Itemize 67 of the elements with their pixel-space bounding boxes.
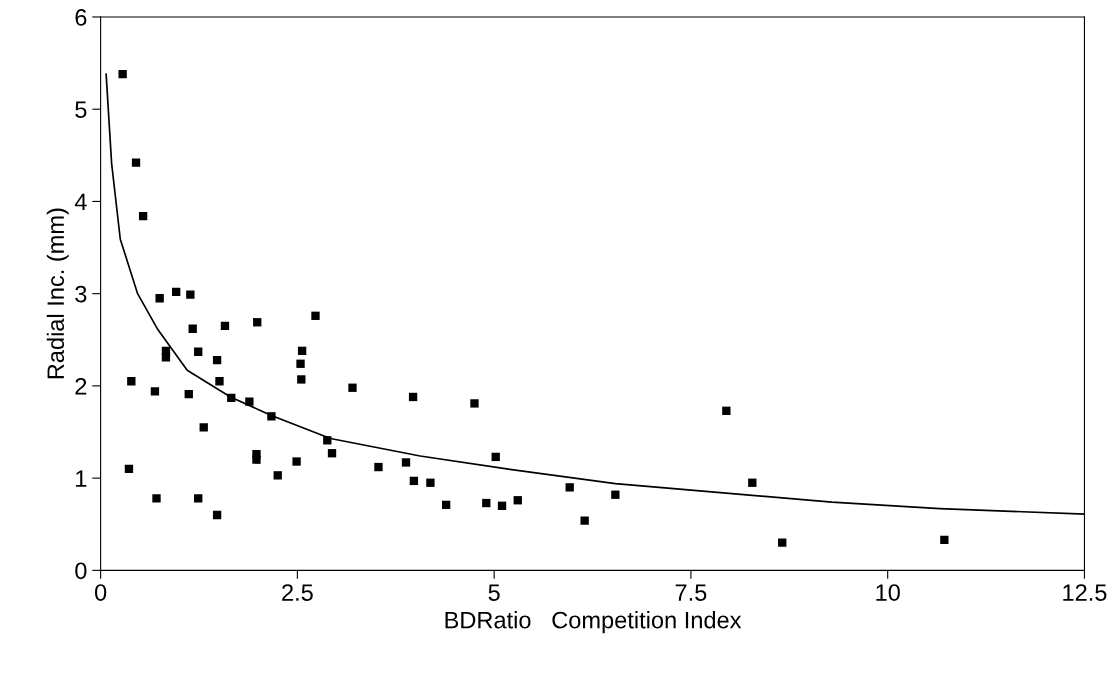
point — [348, 383, 357, 392]
point — [327, 449, 337, 458]
point — [124, 464, 134, 474]
x-axis-title: BDRatio Competition Index — [445, 611, 742, 634]
y-tick-label: 2 — [75, 377, 87, 395]
point — [722, 406, 731, 415]
point — [611, 490, 620, 499]
y-tick-label: 1 — [76, 470, 87, 487]
point — [940, 535, 949, 545]
x-tick-label: 5 — [488, 584, 500, 601]
point — [212, 510, 222, 520]
point — [497, 501, 507, 510]
point — [215, 377, 224, 386]
point — [426, 478, 435, 487]
point — [188, 324, 197, 333]
y-tick-label: 4 — [74, 193, 87, 210]
point — [470, 399, 479, 408]
point — [138, 212, 148, 221]
y-tick-label: 6 — [75, 9, 87, 26]
y-tick-label: 0 — [75, 562, 87, 580]
point — [409, 476, 419, 486]
point — [441, 500, 451, 510]
y-tick-label: 5 — [75, 101, 87, 118]
point — [184, 390, 193, 399]
point — [748, 478, 757, 487]
point — [172, 287, 181, 296]
point — [199, 423, 208, 432]
y-axis-title: Radial Inc. (mm) — [46, 208, 69, 379]
point — [491, 452, 500, 462]
point — [296, 359, 305, 368]
point — [152, 494, 161, 503]
x-tick-label: 10 — [876, 584, 900, 601]
point — [297, 346, 307, 356]
point — [311, 311, 320, 320]
point — [161, 353, 171, 362]
point — [408, 392, 418, 402]
point — [194, 494, 203, 503]
point — [150, 387, 160, 396]
point — [273, 471, 282, 480]
point — [267, 412, 276, 421]
point — [323, 436, 332, 445]
point — [580, 516, 589, 525]
x-tick-label: 7.5 — [675, 584, 707, 601]
point — [245, 397, 254, 406]
point — [565, 483, 574, 492]
point — [194, 347, 203, 356]
point — [118, 69, 127, 79]
point — [778, 538, 787, 547]
point — [131, 158, 141, 167]
x-tick-label: 2.5 — [282, 584, 313, 601]
point — [186, 290, 195, 299]
point — [374, 462, 383, 472]
point — [513, 496, 522, 505]
point — [297, 375, 306, 384]
point — [212, 355, 222, 365]
point — [253, 318, 262, 327]
point — [227, 393, 236, 403]
point — [252, 455, 261, 464]
y-tick-label: 3 — [75, 285, 87, 303]
x-tick-label: 0 — [94, 584, 107, 601]
x-tick-label: 12.5 — [1063, 584, 1107, 601]
point — [292, 457, 301, 466]
point — [401, 458, 411, 467]
point — [220, 321, 230, 331]
point — [155, 294, 164, 303]
point — [127, 377, 136, 386]
point — [482, 498, 491, 508]
